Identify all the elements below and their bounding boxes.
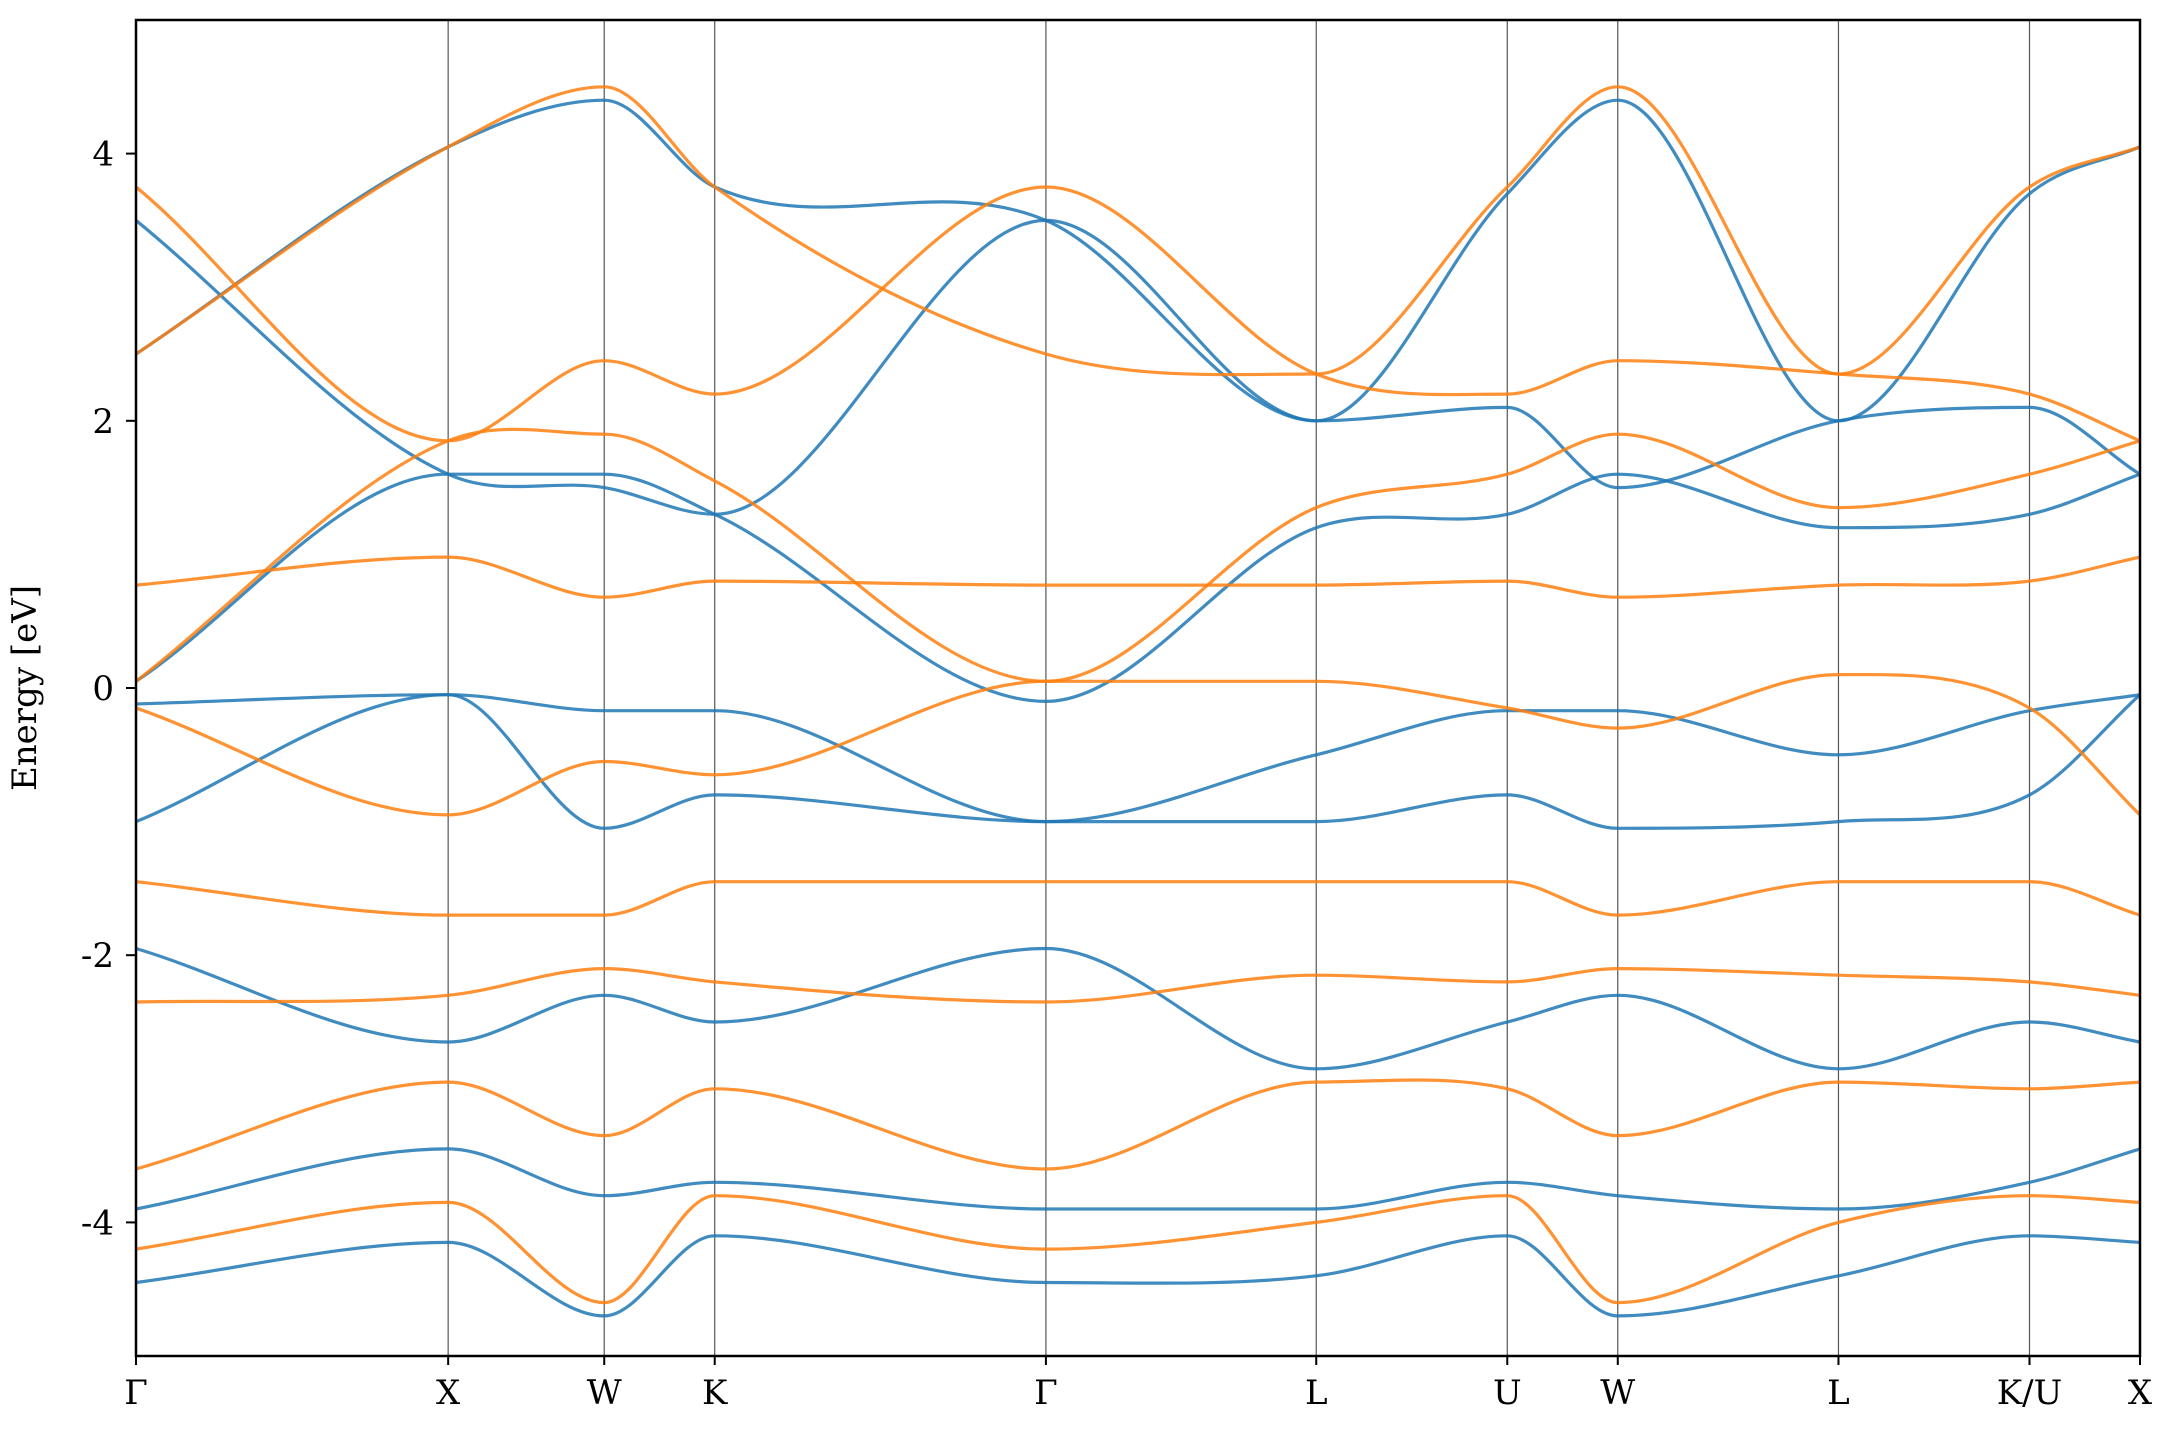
y-tick-label: 4	[92, 135, 114, 175]
band-line	[136, 672, 2140, 817]
x-axis-ticks: Γ X W K Γ L U W L K/U X	[124, 1356, 2153, 1413]
y-tick-label: 0	[92, 669, 114, 709]
high-symmetry-lines	[447, 20, 2031, 1356]
x-tick-label: W	[587, 1373, 622, 1413]
y-tick-label: 2	[92, 402, 114, 442]
y-tick-label: -2	[81, 936, 114, 976]
band-line	[136, 555, 2140, 599]
series-0	[136, 98, 2140, 1318]
series-1	[136, 85, 2140, 1305]
y-axis-ticks: 4 2 0 -2 -4	[81, 135, 136, 1243]
band-line	[136, 427, 2140, 683]
x-tick-label: Γ	[1034, 1373, 1058, 1413]
y-tick-label: -4	[81, 1203, 114, 1243]
bands-layer	[136, 85, 2140, 1318]
band-line	[136, 1194, 2140, 1305]
x-tick-label: Γ	[124, 1373, 148, 1413]
band-line	[136, 1234, 2140, 1318]
band-line	[136, 218, 2140, 516]
y-axis-label: Energy [eV]	[5, 585, 45, 791]
band-line	[136, 693, 2140, 830]
band-line	[136, 98, 2140, 423]
band-line	[136, 880, 2140, 917]
x-tick-label: U	[1493, 1373, 1522, 1413]
x-tick-label: K	[702, 1373, 728, 1413]
x-tick-label: L	[1305, 1373, 1328, 1413]
band-line	[136, 693, 2140, 824]
band-line	[136, 967, 2140, 1004]
plot-frame	[134, 18, 2142, 1358]
band-line	[136, 472, 2140, 703]
band-line	[136, 1147, 2140, 1211]
band-line	[136, 185, 2140, 443]
x-tick-label: W	[1600, 1373, 1635, 1413]
band-line	[136, 85, 2140, 377]
band-line	[136, 1078, 2140, 1171]
x-tick-label: X	[436, 1373, 461, 1413]
x-tick-label: X	[2128, 1373, 2153, 1413]
x-tick-label: L	[1827, 1373, 1850, 1413]
x-tick-label: K/U	[1997, 1373, 2063, 1413]
band-line	[136, 946, 2140, 1071]
